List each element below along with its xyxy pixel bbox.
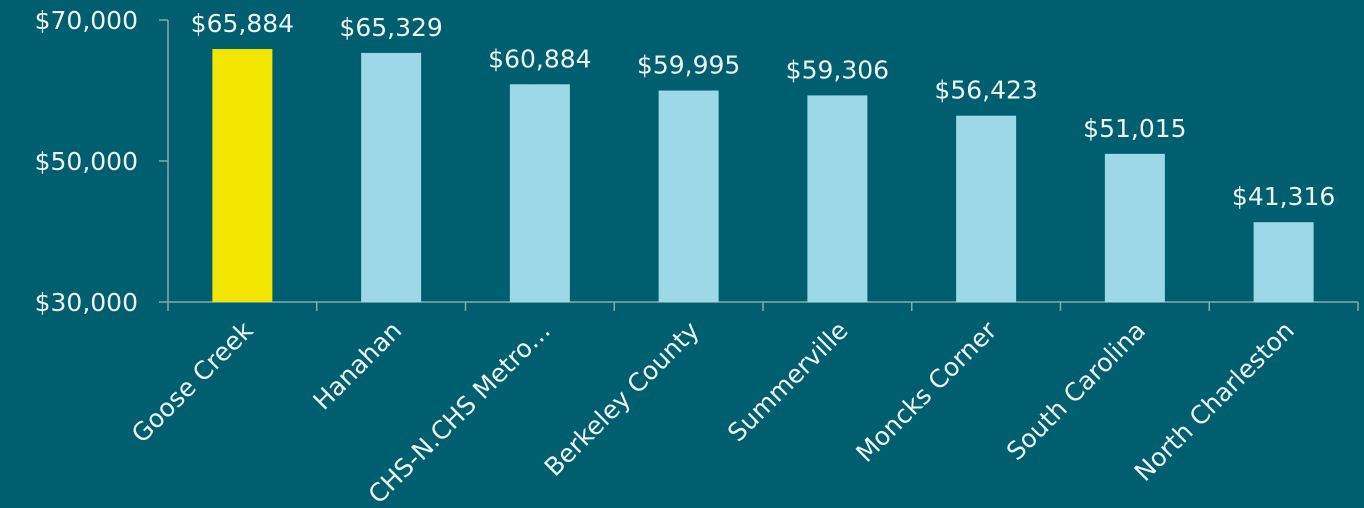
- value-label: $60,884: [488, 44, 591, 73]
- bar: [658, 90, 719, 302]
- x-tick-label: Goose Creek: [126, 315, 259, 448]
- bar: [361, 52, 422, 303]
- bar: [807, 95, 868, 302]
- value-label: $59,995: [637, 51, 740, 80]
- bar: [509, 84, 570, 303]
- value-label: $41,316: [1232, 182, 1335, 211]
- y-tick-label: $70,000: [35, 6, 138, 35]
- value-label: $56,423: [934, 76, 1037, 105]
- y-tick-label: $30,000: [35, 288, 138, 317]
- value-label: $51,015: [1083, 114, 1186, 143]
- x-tick-label: Moncks Corner: [850, 315, 1003, 468]
- value-label: $65,884: [191, 9, 294, 38]
- y-tick-label: $50,000: [35, 147, 138, 176]
- bar: [1104, 153, 1165, 302]
- x-tick-label: Hanahan: [307, 316, 407, 416]
- value-label: $59,306: [786, 55, 889, 84]
- value-label: $65,329: [339, 13, 442, 42]
- x-tick-label: Berkeley County: [539, 316, 705, 482]
- x-tick-label: North Charleston: [1129, 316, 1300, 487]
- x-tick-label: Summerville: [722, 316, 854, 448]
- bar: [956, 115, 1017, 302]
- x-tick-label: South Carolina: [1001, 316, 1151, 466]
- bar: [212, 49, 273, 303]
- bar: [1253, 222, 1314, 302]
